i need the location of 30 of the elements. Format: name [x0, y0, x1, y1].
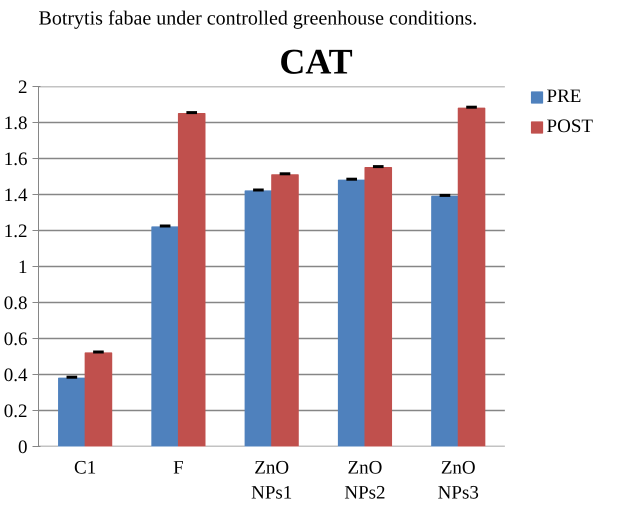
y-tick-label: 0.4: [4, 365, 28, 386]
x-tick-label: F: [173, 458, 184, 478]
bar: [338, 180, 366, 446]
text: Botrytis fabae under controlled greenhouse conditions.: [38, 8, 478, 30]
y-tick-label: 0: [18, 437, 28, 458]
y-tick-label: 1: [18, 257, 28, 278]
y-tick-label: 1.8: [4, 113, 28, 134]
x-tick-label: ZnO NPs1: [251, 458, 292, 504]
bar: [151, 226, 179, 446]
legend-label: POST: [546, 116, 593, 138]
y-tick-label: 0.2: [4, 401, 28, 422]
y-tick-label: 1.6: [4, 149, 28, 170]
x-tick-label: ZnO NPs3: [438, 458, 479, 504]
y-tick-label: 0.6: [4, 329, 28, 350]
y-tick-label: 1.4: [4, 185, 28, 206]
bar: [178, 113, 206, 446]
bar: [458, 108, 486, 446]
bar: [58, 378, 86, 446]
y-tick-label: 2: [18, 77, 28, 98]
x-tick-label: ZnO NPs2: [344, 458, 386, 504]
y-tick-label: 0.8: [4, 293, 28, 314]
legend-label: PRE: [546, 86, 582, 108]
bar: [431, 196, 459, 446]
bar: [84, 352, 112, 446]
chart-title: CAT: [279, 42, 353, 82]
x-tick-label: C1: [74, 458, 96, 478]
bar: [364, 167, 392, 446]
bar: [271, 174, 299, 446]
bar: [244, 190, 272, 446]
y-tick-label: 1.2: [4, 221, 28, 242]
